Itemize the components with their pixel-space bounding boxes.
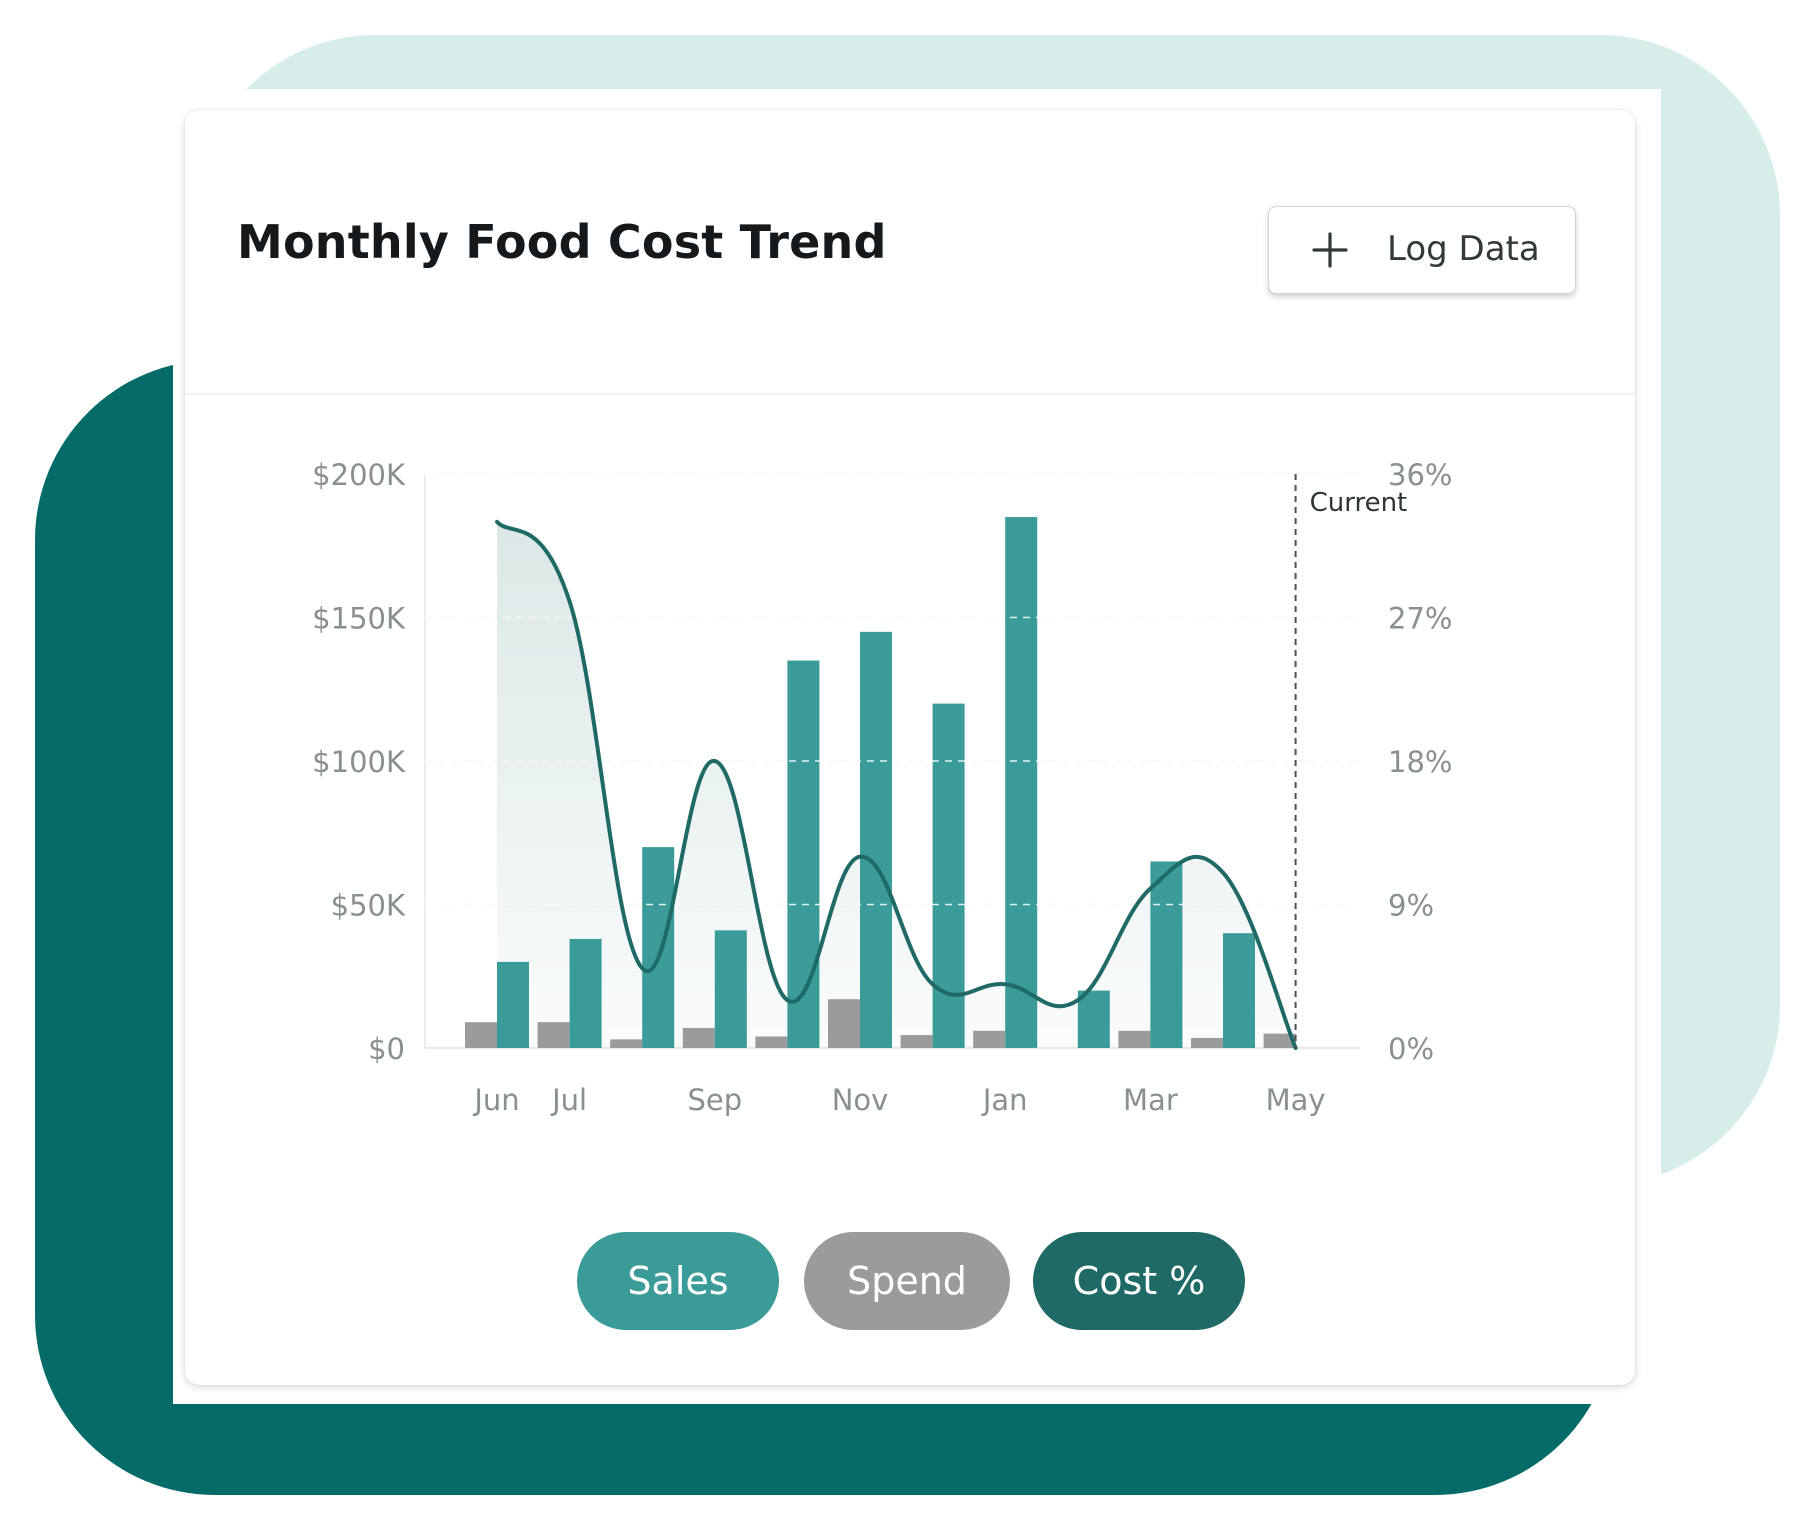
spend-bar: [465, 1022, 497, 1048]
card-title: Monthly Food Cost Trend: [237, 215, 887, 269]
x-tick-label: Sep: [687, 1083, 742, 1117]
y-right-tick-label: 9%: [1388, 889, 1434, 923]
x-tick-label: Jul: [550, 1083, 587, 1117]
plus-icon: [1312, 232, 1348, 268]
sales-bar: [569, 938, 602, 1048]
y-right-tick-label: 36%: [1388, 458, 1452, 492]
legend-sales-toggle[interactable]: Sales: [577, 1232, 779, 1330]
x-tick-label: May: [1266, 1083, 1326, 1117]
sales-bar: [497, 961, 529, 1048]
spend-bar: [755, 1036, 788, 1048]
spend-bar: [1263, 1033, 1296, 1048]
sales-bar: [1005, 517, 1038, 1048]
sales-bar: [1150, 861, 1183, 1048]
y-right-tick-label: 0%: [1388, 1032, 1434, 1066]
x-tick-label: Jun: [472, 1083, 519, 1117]
header-divider: [185, 393, 1635, 395]
y-right-tick-label: 27%: [1388, 602, 1452, 636]
chart-legend: Sales Spend Cost %: [185, 1232, 1635, 1332]
food-cost-chart: $0 0% $50K 9% $100K 18% $150K 27% $200K 36%Curren…: [312, 458, 1452, 1117]
legend-cost-percent-toggle[interactable]: Cost %: [1033, 1232, 1245, 1330]
sales-bar: [787, 660, 820, 1048]
y-left-tick-label: $50K: [331, 889, 406, 923]
y-left-tick-label: $100K: [312, 745, 406, 779]
sales-bar: [860, 631, 892, 1048]
current-marker-label: Current: [1310, 488, 1408, 518]
spend-bar: [1191, 1037, 1223, 1048]
sales-bar: [714, 930, 747, 1048]
spend-bar: [610, 1039, 643, 1048]
y-left-tick-label: $0: [368, 1032, 405, 1066]
legend-spend-toggle[interactable]: Spend: [804, 1232, 1010, 1330]
sales-bar: [642, 847, 675, 1048]
spend-bar: [1118, 1030, 1151, 1048]
spend-bar: [537, 1022, 570, 1048]
x-tick-label: Mar: [1123, 1083, 1178, 1117]
x-tick-label: Jan: [981, 1083, 1028, 1117]
log-data-button[interactable]: Log Data: [1268, 206, 1576, 294]
sales-bar: [1223, 933, 1255, 1048]
spend-bar: [900, 1035, 933, 1048]
y-right-tick-label: 18%: [1388, 745, 1452, 779]
food-cost-card: Monthly Food Cost Trend Log Data $0 0% $50…: [185, 110, 1635, 1385]
spend-bar: [682, 1027, 715, 1048]
cost-percent-area: [497, 521, 1296, 1048]
cost-percent-line: [495, 519, 1298, 1050]
spend-bar: [828, 999, 860, 1048]
spend-bar: [973, 1030, 1006, 1048]
x-tick-label: Nov: [832, 1083, 889, 1117]
sales-bar: [1077, 990, 1110, 1048]
log-data-label: Log Data: [1387, 229, 1540, 269]
y-left-tick-label: $150K: [312, 602, 406, 636]
y-left-tick-label: $200K: [312, 458, 406, 492]
